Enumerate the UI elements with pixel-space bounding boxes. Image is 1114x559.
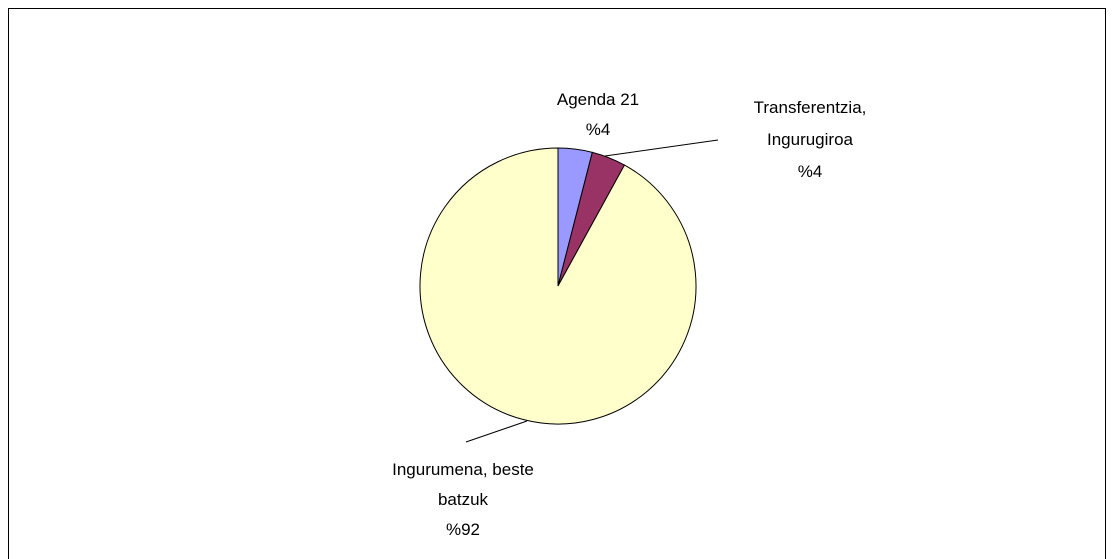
slice-label-name: Agenda 21 [556,90,640,109]
slice-label-value: %92 [445,520,481,539]
slice-label-value: %4 [797,162,823,181]
slice-label-name: Ingurumena, beste batzuk [392,460,534,509]
slice-label: Ingurumena, beste batzuk %92 [373,455,553,545]
leader-line [604,139,719,157]
slice-label-name: Transferentzia, Ingurugiroa [753,98,867,149]
slice-label: Transferentzia, Ingurugiroa %4 [715,92,905,188]
leader-line [465,420,528,443]
pie [419,147,697,425]
slice-label-value: %4 [585,120,611,139]
pie-slice [419,147,697,425]
slice-label: Agenda 21 %4 [518,85,678,145]
